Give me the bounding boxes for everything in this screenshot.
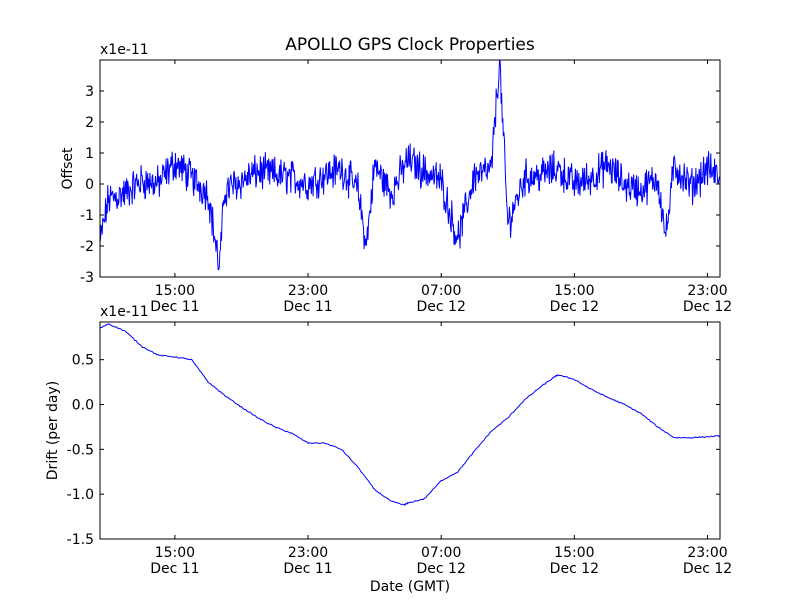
x-tick-label-time: 07:00 xyxy=(421,283,461,299)
x-tick-label-time: 15:00 xyxy=(554,283,594,299)
x-tick-label-date: Dec 12 xyxy=(550,561,599,577)
x-tick-label-date: Dec 12 xyxy=(417,561,466,577)
x-axis-label: Date (GMT) xyxy=(370,579,450,595)
x-tick-label-date: Dec 11 xyxy=(150,561,199,577)
y-multiplier: x1e-11 xyxy=(100,304,149,320)
x-tick-label-date: Dec 12 xyxy=(550,299,599,315)
x-tick-label-date: Dec 12 xyxy=(417,299,466,315)
y-multiplier: x1e-11 xyxy=(100,42,149,58)
y-tick-label: 0.0 xyxy=(72,397,94,413)
y-tick-label: -1.5 xyxy=(67,532,94,548)
x-tick-label-time: 15:00 xyxy=(155,545,195,561)
y-tick-label: -0.5 xyxy=(67,442,94,458)
x-tick-label-time: 23:00 xyxy=(687,545,727,561)
x-tick-label-time: 23:00 xyxy=(687,283,727,299)
y-tick-label: -1 xyxy=(80,208,94,224)
y-tick-label: 0 xyxy=(85,177,94,193)
x-tick-label-date: Dec 11 xyxy=(283,299,332,315)
axes-frame xyxy=(99,59,721,278)
y-tick-label: 2 xyxy=(85,115,94,131)
y-tick-label: 1 xyxy=(85,146,94,162)
x-tick-label-time: 15:00 xyxy=(155,283,195,299)
y-tick-label: -3 xyxy=(80,270,94,286)
y-axis-label: Drift (per day) xyxy=(45,381,61,480)
y-tick-label: 3 xyxy=(85,84,94,100)
x-tick-label-time: 07:00 xyxy=(421,545,461,561)
series-line-2-1 xyxy=(100,323,720,506)
x-tick-label-date: Dec 12 xyxy=(683,299,732,315)
y-axis-label: Offset xyxy=(60,147,76,190)
x-tick-label-time: 23:00 xyxy=(288,283,328,299)
x-tick-label-date: Dec 11 xyxy=(283,561,332,577)
y-tick-label: -1.0 xyxy=(67,487,94,503)
x-tick-label-time: 23:00 xyxy=(288,545,328,561)
y-tick-label: 0.5 xyxy=(72,353,94,369)
series-line-1-1 xyxy=(100,60,720,271)
y-tick-label: -2 xyxy=(80,239,94,255)
x-tick-label-date: Dec 12 xyxy=(683,561,732,577)
x-tick-label-date: Dec 11 xyxy=(150,299,199,315)
axes-frame xyxy=(99,321,721,540)
x-tick-label-time: 15:00 xyxy=(554,545,594,561)
figure-title: APOLLO GPS Clock Properties xyxy=(285,35,535,55)
